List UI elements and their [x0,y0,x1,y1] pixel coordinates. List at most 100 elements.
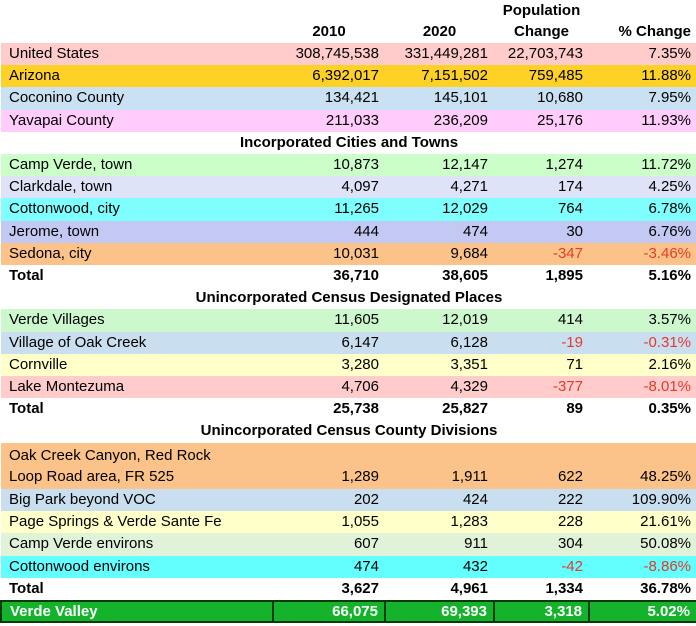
cell-population-change: 174 [557,178,583,196]
header-spacer [1,21,273,43]
header-spacer [273,0,385,21]
cell-population-change: 1,895 [545,267,583,285]
cell-pct-change: 11.72% [641,156,691,174]
cell-2020: 424 [462,491,488,509]
section-row: Incorporated Cities and Towns [1,132,696,154]
cell-label: Page Springs & Verde Sante Fe [9,513,222,531]
total-row: Total 36,710 38,605 1,895 5.16% [1,265,696,288]
table-row: Camp Verde, town 10,873 12,147 1,274 11.72% [1,154,696,177]
table-row: Village of Oak Creek 6,147 6,128 -19 -0.31% [1,331,696,354]
cell-pct-change: -3.46% [643,244,691,262]
cell-2010: 134,421 [324,89,379,107]
grand-total-row: Verde Valley 66,075 69,393 3,318 5.02% [0,600,696,624]
cell-label: Cottonwood environs [9,557,150,575]
cell-population-change: 10,680 [537,89,583,107]
table-row: Cottonwood, city 11,265 12,029 764 6.78% [1,198,696,221]
cell-pct-change: -8.86% [643,557,691,575]
table-row: Coconino County 134,421 145,101 10,680 7.95% [1,87,696,110]
cell-pct-change: 11.88% [641,67,691,85]
cell-population-change: 3,318 [493,600,590,624]
cell-pct-change: 2.16% [648,355,691,373]
table-row: Clarkdale, town 4,097 4,271 174 4.25% [1,176,696,199]
cell-2010: 10,873 [333,156,379,174]
table-row: Lake Montezuma 4,706 4,329 -377 -8.01% [1,376,696,399]
cell-population-change: 622 [557,468,583,486]
cell-2010: 3,280 [341,355,379,373]
cell-2010: 1,055 [341,513,379,531]
cell-label: Jerome, town [9,222,100,240]
cell-pct-change: 5.16% [648,267,691,285]
cell-2020: 6,128 [450,333,488,351]
cell-pct-change: -0.31% [643,333,691,351]
cell-population-change: -42 [561,557,583,575]
cell-2020: 4,271 [450,178,488,196]
column-header-2010: 2010 [312,23,346,40]
cell-2020: 38,605 [442,267,488,285]
cell-2020: 1,911 [451,468,488,486]
cell-pct-change: -8.01% [643,378,691,396]
cell-label: United States [9,45,100,62]
cell-2010: 211,033 [325,111,379,129]
cell-population-change: -347 [552,244,583,262]
cell-population-change: 71 [566,355,583,373]
cell-population-change: 222 [557,491,583,509]
cell-2020: 236,209 [433,111,488,129]
cell-pct-change: 7.95% [648,89,691,107]
cell-label: Cottonwood, city [9,200,120,218]
cell-pct-change: 5.02% [588,600,696,624]
cell-2020: 911 [464,535,488,553]
cell-2010: 444 [353,222,379,240]
table-body: United States 308,745,538 331,449,281 22,70… [0,43,696,624]
cell-pct-change: 3.57% [648,311,691,329]
cell-2010: 202 [353,491,379,509]
total-row: Total 3,627 4,961 1,334 36.78% [1,577,696,602]
cell-2020: 12,029 [442,200,488,218]
table-row: United States 308,745,538 331,449,281 22,70… [1,43,696,66]
cell-population-change: 414 [557,311,583,329]
cell-label: Coconino County [9,89,125,107]
cell-pct-change: 36.78% [640,579,691,597]
cell-2020: 4,329 [450,378,488,396]
cell-label: Oak Creek Canyon, Red Rock Loop Road are… [9,447,211,486]
table-row: Cottonwood environs 474 432 -42 -8.86% [1,555,696,578]
section-row: Unincorporated Census County Divisions [1,420,696,442]
cell-label: Verde Valley [0,600,274,624]
cell-pct-change: 7.35% [648,45,691,62]
cell-pct-change: 0.35% [648,400,691,418]
cell-2020: 7,151,502 [421,67,488,85]
cell-2020: 474 [462,222,488,240]
cell-population-change: 89 [566,400,583,418]
cell-label: Total [9,579,44,597]
table-row: Arizona 6,392,017 7,151,502 759,485 11.88% [1,65,696,88]
table-row: Jerome, town 444 474 30 6.76% [1,220,696,243]
cell-2010: 4,097 [341,178,379,196]
cell-2020: 12,147 [442,156,488,174]
cell-label: Big Park beyond VOC [9,491,156,509]
column-header-2020: 2020 [422,23,457,40]
cell-label: Verde Villages [9,311,105,329]
cell-label: Total [9,267,44,285]
cell-2010: 3,627 [341,579,379,597]
cell-population-change: 1,274 [545,156,583,174]
cell-2020: 9,684 [450,244,488,262]
cell-2010: 4,706 [341,378,379,396]
cell-2020: 1,283 [450,513,488,531]
cell-2020: 432 [462,557,488,575]
cell-label: Village of Oak Creek [9,333,147,351]
section-row: Unincorporated Census Designated Places [1,287,696,309]
cell-2020: 69,393 [384,600,495,624]
cell-pct-change: 50.08% [640,535,691,553]
cell-2010: 6,392,017 [312,67,379,85]
cell-pct-change: 11.93% [641,111,691,129]
cell-population-change: -377 [552,378,583,396]
cell-label: Camp Verde environs [9,535,154,553]
cell-population-change: 228 [557,513,583,531]
cell-2020: 331,449,281 [404,45,488,62]
header-spacer [1,0,273,21]
cell-2020: 3,351 [450,355,488,373]
column-header-population-line2: Change [513,23,569,40]
cell-label: Clarkdale, town [9,178,113,196]
cell-2020: 12,019 [442,311,488,329]
header-row-2: 2010 2020 Change % Change [1,21,696,43]
header-spacer [385,0,494,21]
